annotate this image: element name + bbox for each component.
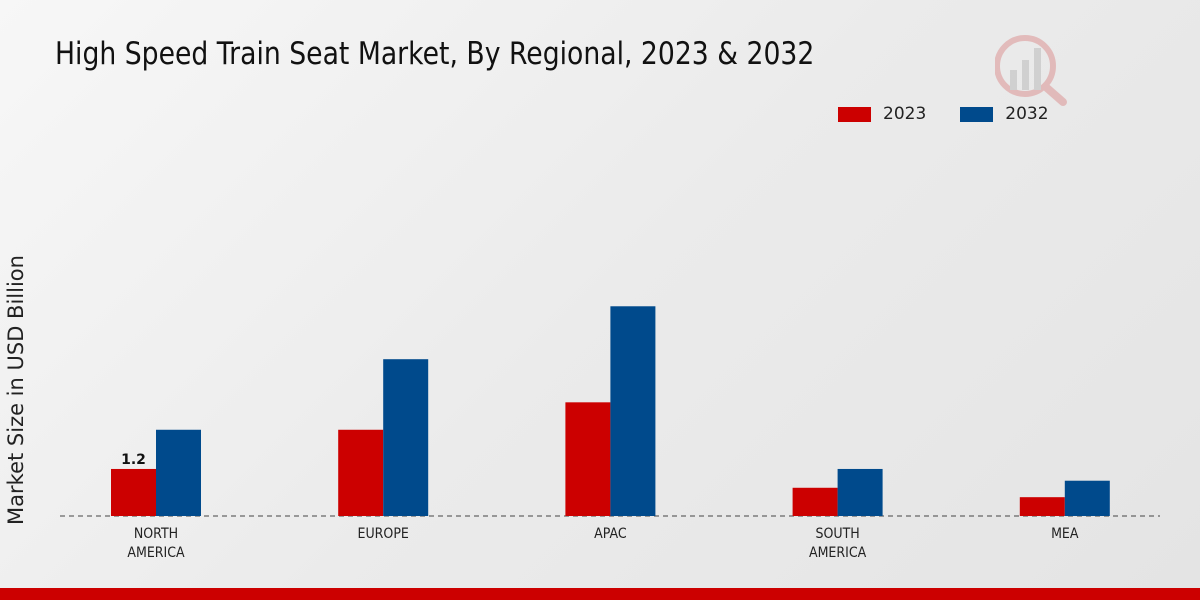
x-tick-label: AMERICA <box>127 545 184 561</box>
bottom-accent-bar <box>0 588 1200 600</box>
x-tick-label: SOUTH <box>815 526 859 542</box>
x-tick-label: MEA <box>1051 526 1078 542</box>
legend-item-2032[interactable]: 2032 <box>960 104 1049 124</box>
legend-item-2023[interactable]: 2023 <box>838 104 926 124</box>
legend-label: 2023 <box>883 104 927 124</box>
bar-2032 <box>1064 480 1110 516</box>
bar-2023 <box>338 429 384 516</box>
bar-2032 <box>610 306 656 516</box>
x-tick-label: NORTH <box>134 526 178 542</box>
bar-2032 <box>837 468 883 516</box>
chart-title: High Speed Train Seat Market, By Regiona… <box>55 36 815 72</box>
x-tick-label: AMERICA <box>809 545 866 561</box>
bar-2032 <box>383 359 429 516</box>
x-tick-label: APAC <box>594 526 627 542</box>
x-tick-label: EUROPE <box>358 526 409 542</box>
bar-2023 <box>111 468 156 516</box>
legend-swatch <box>960 106 994 122</box>
bar-2032 <box>156 429 201 516</box>
legend: 2023 2032 <box>838 104 1083 124</box>
legend-swatch <box>838 106 871 122</box>
bar-2023 <box>792 487 838 516</box>
watermark-logo-icon <box>994 30 1075 114</box>
legend-label: 2032 <box>1005 104 1049 124</box>
data-label: 1.2 <box>121 452 146 468</box>
bar-2023 <box>565 402 611 516</box>
bar-2023 <box>1019 497 1065 516</box>
